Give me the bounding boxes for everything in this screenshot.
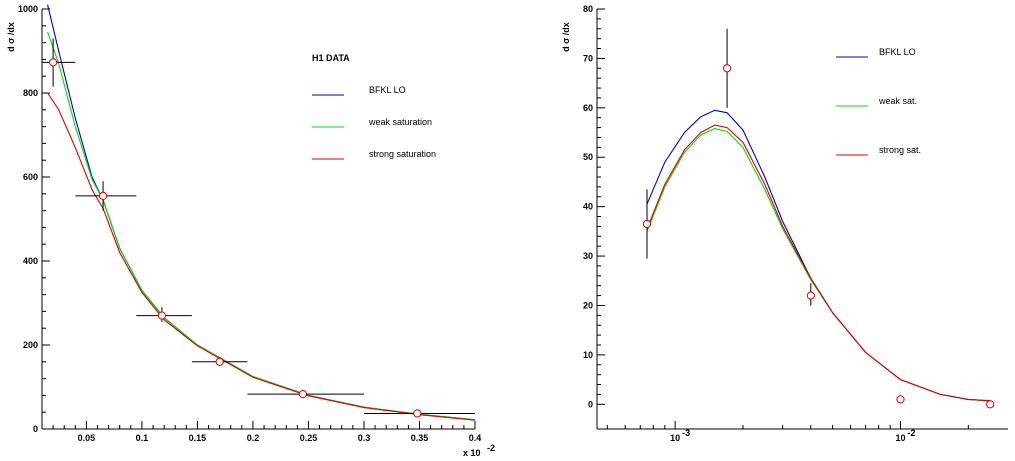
x-tick-label: 0.2 — [247, 433, 260, 443]
y-tick-label: 10 — [583, 350, 593, 360]
x-tick-label: 0.05 — [78, 433, 96, 443]
y-tick-label: 0 — [33, 424, 38, 434]
y-tick-label: 20 — [583, 300, 593, 310]
x-tick-label: 0.4 — [469, 433, 482, 443]
series-line-strong-sat- — [646, 124, 991, 402]
y-tick-label: 80 — [583, 4, 593, 14]
series-line-bfkl-lo — [47, 4, 476, 421]
data-point — [49, 58, 58, 67]
data-point — [298, 390, 308, 399]
legend-label: weak sat. — [878, 96, 917, 106]
x-tick-label: 10 — [670, 433, 680, 443]
y-axis-title: d σ /dx — [561, 22, 571, 52]
y-tick-label: 200 — [23, 340, 38, 350]
x-tick-label: 0.1 — [136, 433, 149, 443]
x-tick-exponent: -3 — [682, 428, 690, 438]
y-tick-label: 1000 — [18, 4, 38, 14]
x-tick-exponent: -2 — [907, 428, 915, 438]
data-point — [413, 409, 422, 418]
series-line-weak-saturation — [47, 31, 476, 421]
data-point — [98, 191, 108, 200]
left-chart-panel: 0 200 400 600 800 1000 0.05 0.1 0.15 0.2 0.25 0.3 0.… — [6, 4, 495, 458]
legend-title: H1 DATA — [312, 53, 350, 63]
y-tick-label: 30 — [583, 251, 593, 261]
y-tick-label: 40 — [583, 202, 593, 212]
data-point — [896, 395, 905, 404]
x-tick-label: 10 — [895, 433, 905, 443]
x-tick-label: 0.25 — [300, 433, 318, 443]
data-point — [722, 64, 732, 73]
y-tick-label: 800 — [23, 88, 38, 98]
y-tick-label: 70 — [583, 53, 593, 63]
series-line-bfkl-lo — [646, 109, 991, 402]
legend-label: weak saturation — [368, 117, 432, 127]
legend-label: strong sat. — [879, 145, 921, 155]
legend-label: BFKL LO — [369, 85, 406, 95]
x-tick-label: 0.35 — [411, 433, 429, 443]
series-line-strong-saturation — [47, 92, 476, 421]
series-line-weak-sat- — [646, 128, 991, 402]
legend-label: strong saturation — [369, 149, 436, 159]
data-point — [157, 311, 167, 320]
y-axis-title: d σ /dx — [6, 22, 16, 52]
x-tick-label: 0.3 — [358, 433, 371, 443]
data-point — [215, 357, 224, 366]
y-tick-label: 60 — [583, 103, 593, 113]
data-point — [806, 291, 815, 300]
legend-label: BFKL LO — [879, 47, 916, 57]
x-axis-title: x 10 — [463, 448, 481, 458]
x-axis-title-exponent: -2 — [487, 443, 495, 453]
x-tick-label: 0.15 — [189, 433, 207, 443]
data-point — [986, 400, 995, 409]
y-tick-label: 50 — [583, 152, 593, 162]
data-point — [642, 219, 652, 229]
y-tick-label: 600 — [23, 172, 38, 182]
y-tick-label: 0 — [588, 399, 593, 409]
y-tick-label: 400 — [23, 256, 38, 266]
